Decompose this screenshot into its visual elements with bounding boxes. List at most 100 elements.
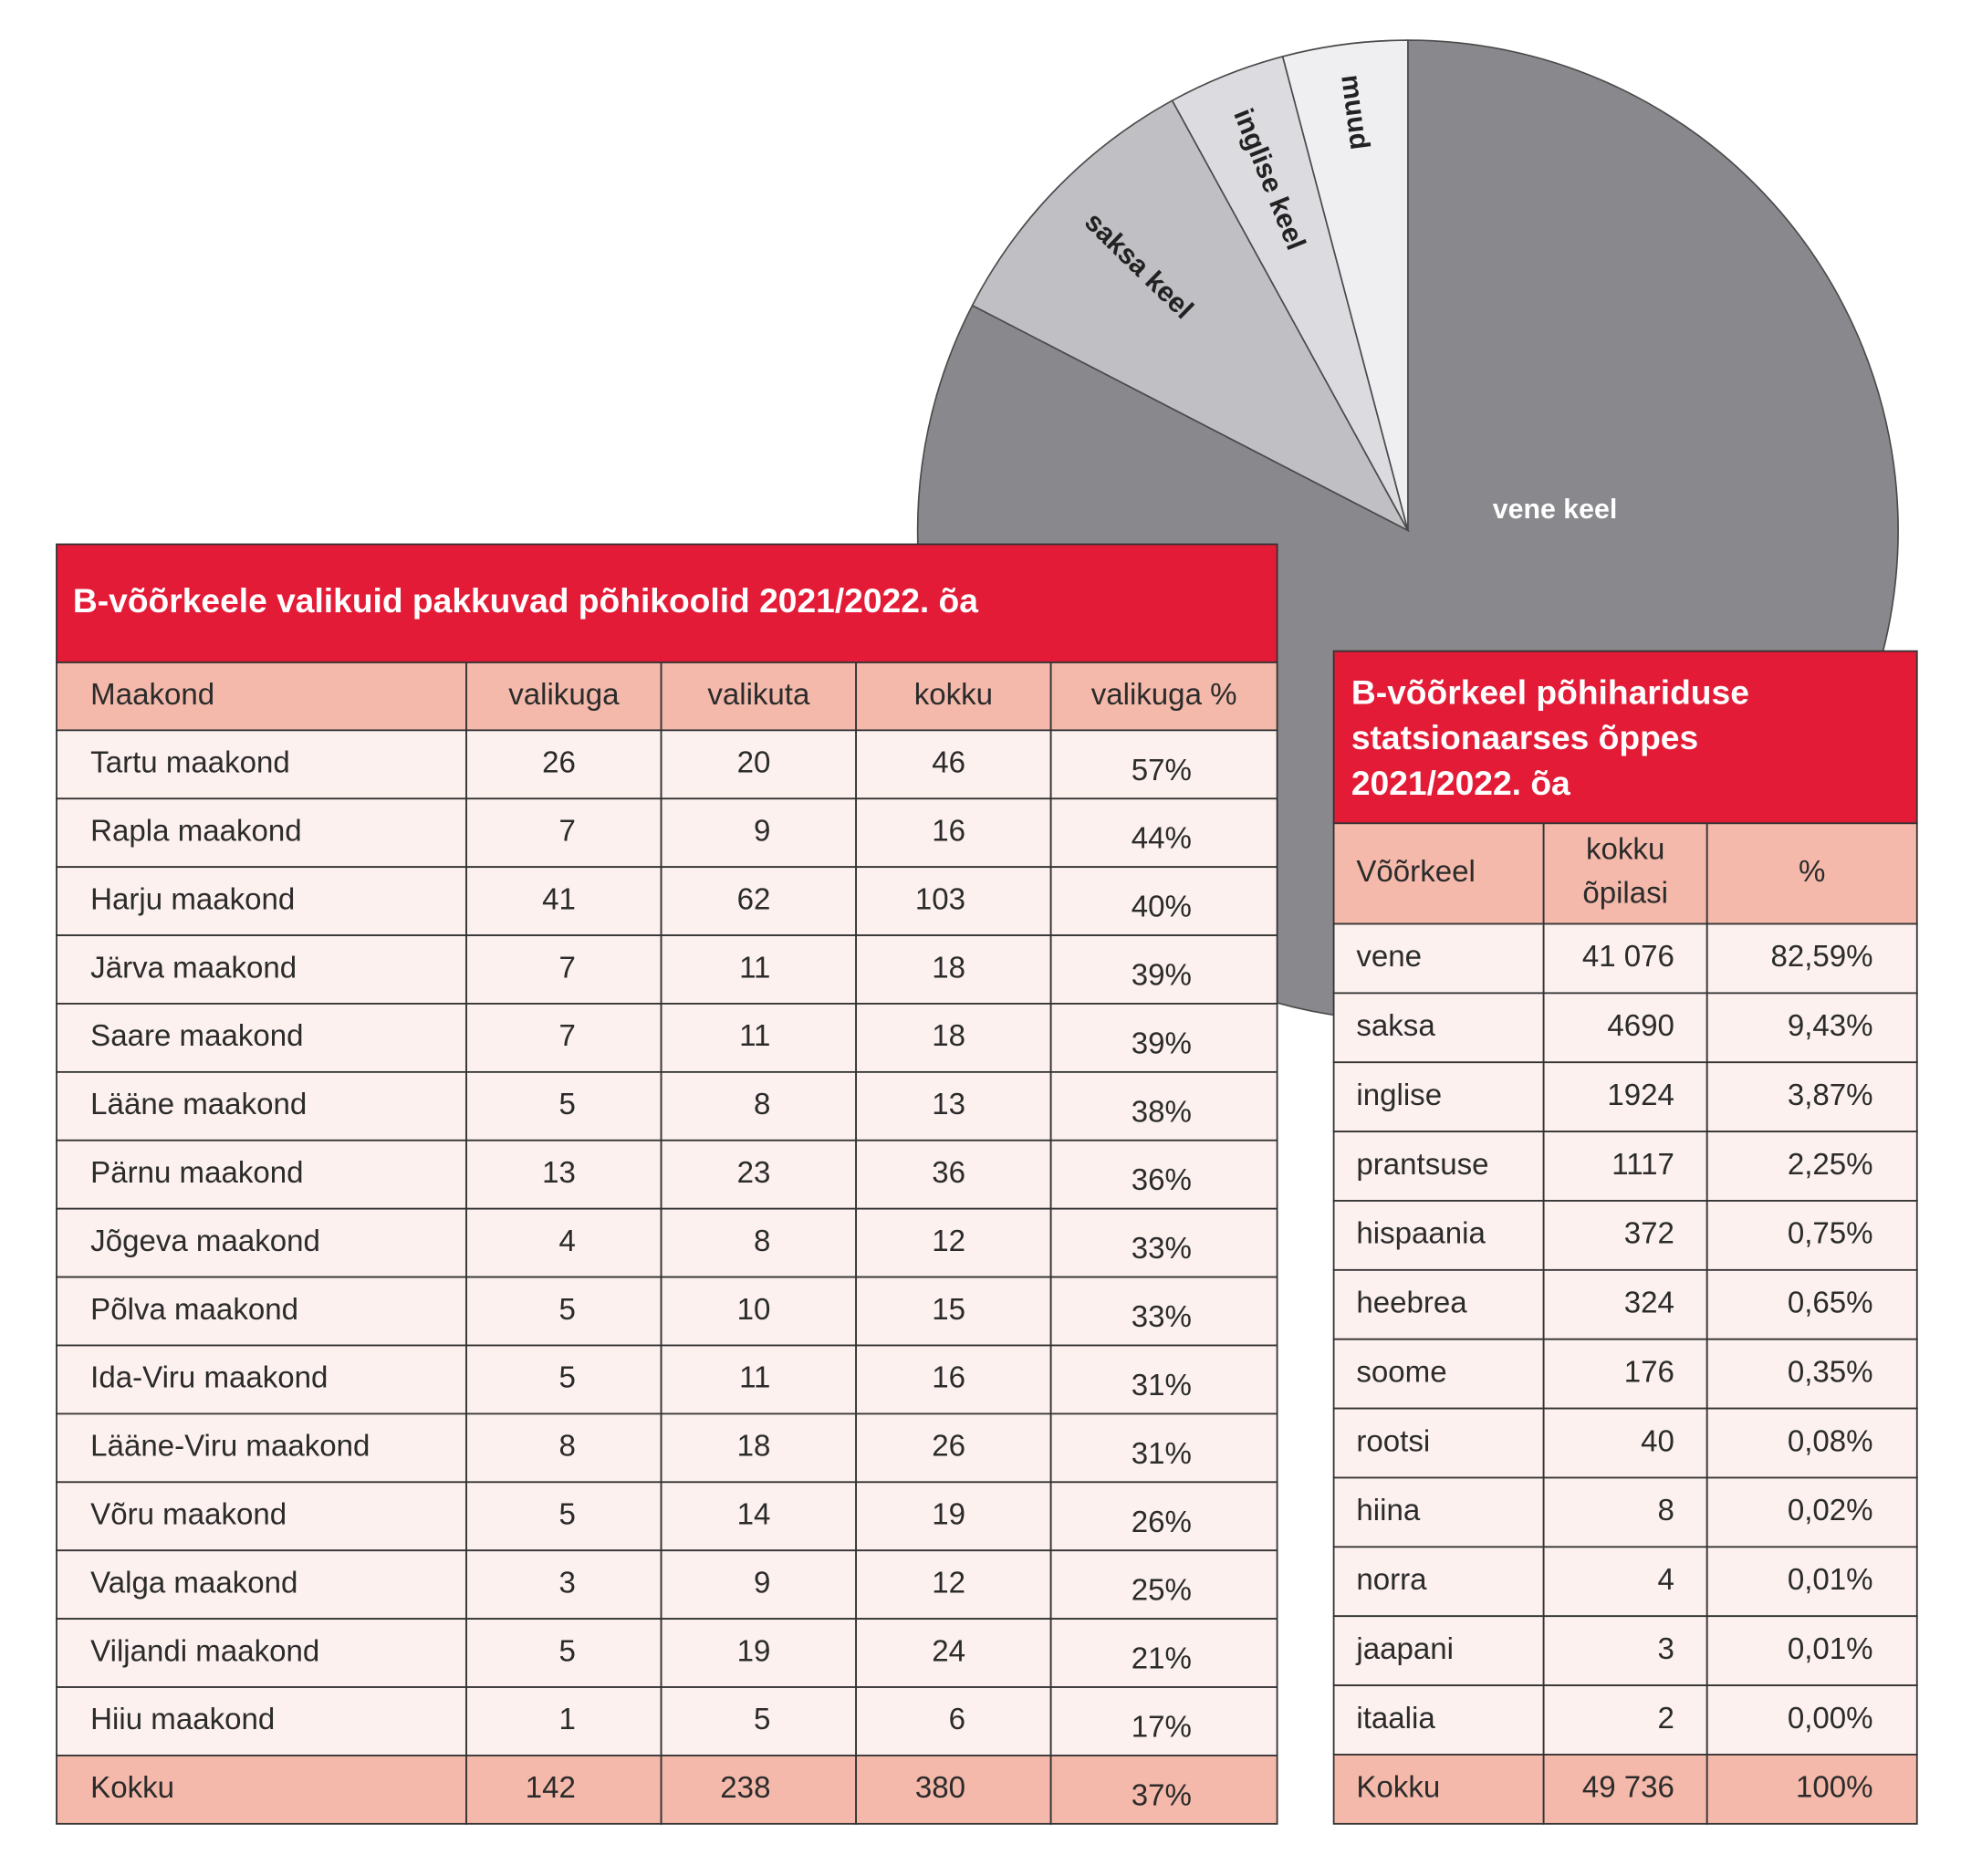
cell-text: 41: [542, 882, 576, 916]
cell-text: 9: [754, 1566, 770, 1600]
table-cell: [855, 662, 1052, 732]
cell-text: 9,43%: [1788, 1009, 1873, 1043]
cell-text: 26: [932, 1430, 965, 1464]
cell-text: 36: [932, 1156, 965, 1190]
table-cell: [1049, 934, 1278, 1005]
table-cell: [1332, 1061, 1545, 1133]
table-cell: [1705, 1754, 1918, 1825]
table-cell: [56, 1481, 467, 1552]
cell-text: 17%: [1132, 1710, 1192, 1744]
table-cell: [1332, 1684, 1545, 1756]
cell-text: 0,08%: [1788, 1424, 1873, 1458]
cell-text: norra: [1356, 1563, 1427, 1597]
table-cell: [1332, 922, 1545, 995]
table-cell: [1542, 922, 1708, 995]
cell-text: 0,01%: [1788, 1563, 1873, 1597]
cell-text: Kokku: [90, 1771, 174, 1805]
table-title: 2021/2022. õa: [1351, 764, 1570, 802]
cell-text: 7: [559, 1019, 576, 1053]
table-cell: [1705, 822, 1918, 925]
pie-slice: [1281, 39, 1409, 531]
table-cell: [1049, 1070, 1278, 1141]
table-cell: [56, 934, 467, 1005]
table-cell: [855, 1344, 1052, 1415]
cell-text: 12: [932, 1225, 965, 1258]
cell-text: 39%: [1132, 1027, 1192, 1060]
header-text: valikuta: [707, 678, 810, 712]
cell-text: 4: [1658, 1563, 1674, 1597]
cell-text: 15: [932, 1293, 965, 1327]
cell-text: 25%: [1132, 1574, 1192, 1608]
table-cell: [1705, 1407, 1918, 1479]
table-cell: [1542, 992, 1708, 1064]
table-cell: [56, 1686, 467, 1756]
table-cell: [1542, 1338, 1708, 1410]
table-cell: [1542, 1200, 1708, 1271]
cell-text: 31%: [1132, 1437, 1192, 1471]
cell-text: 24: [932, 1634, 965, 1668]
pie-slice: [971, 99, 1410, 533]
cell-text: Lääne maakond: [90, 1088, 307, 1121]
table-cell: [660, 1003, 858, 1073]
cell-text: 20: [737, 746, 771, 780]
table-cell: [56, 1070, 467, 1141]
table-cell: [1049, 1755, 1278, 1825]
cell-text: 2,25%: [1788, 1148, 1873, 1182]
cell-text: rootsi: [1356, 1424, 1430, 1458]
table-cell: [855, 1207, 1052, 1278]
cell-text: Pärnu maakond: [90, 1156, 303, 1190]
cell-text: hispaania: [1356, 1217, 1486, 1251]
cell-text: Harju maakond: [90, 882, 295, 916]
table-cell: [1049, 866, 1278, 936]
cell-text: 26: [542, 746, 576, 780]
cell-text: 11: [739, 1019, 770, 1053]
cell-text: 13: [932, 1088, 965, 1121]
table-cell: [1542, 1546, 1708, 1618]
cell-text: 19: [932, 1497, 965, 1531]
table-cell: [1705, 1200, 1918, 1271]
table-cell: [1332, 1268, 1545, 1340]
table-cell: [465, 1003, 662, 1073]
cell-text: Võru maakond: [90, 1497, 287, 1531]
table-cell: [660, 1686, 858, 1756]
cell-text: 18: [737, 1430, 771, 1464]
table-title-bar: [1332, 650, 1918, 825]
cell-text: 7: [559, 951, 576, 985]
table-cell: [465, 1755, 662, 1825]
cell-text: saksa: [1356, 1009, 1435, 1043]
table-cell: [1542, 1268, 1708, 1340]
table-cell: [1705, 992, 1918, 1064]
table-cell: [660, 1549, 858, 1621]
table-cell: [1705, 1546, 1918, 1618]
header-text: valikuga: [508, 678, 620, 712]
cell-text: 36%: [1132, 1163, 1192, 1197]
cell-text: 5: [559, 1293, 576, 1327]
table-cell: [1542, 1131, 1708, 1202]
table-cell: [660, 866, 858, 936]
table-cell: [56, 1755, 467, 1825]
table-cell: [1049, 1686, 1278, 1756]
table-cell: [855, 1003, 1052, 1073]
table-cell: [660, 1755, 858, 1825]
table-cell: [56, 1549, 467, 1621]
table-title: B-võõrkeel põhihariduse: [1351, 673, 1749, 712]
table-cell: [855, 1481, 1052, 1552]
cell-text: 6: [949, 1703, 965, 1736]
table-cell: [465, 1276, 662, 1347]
cell-text: inglise: [1356, 1079, 1442, 1112]
table-cell: [1049, 1481, 1278, 1552]
cell-text: 11: [739, 1361, 770, 1395]
header-text: kokku: [914, 678, 993, 712]
table-cell: [1542, 1684, 1708, 1756]
slice-label: vene keel: [1493, 495, 1617, 525]
table-cell: [465, 1207, 662, 1278]
cell-text: 19: [737, 1634, 771, 1668]
table-cell: [1705, 922, 1918, 995]
cell-text: 5: [559, 1088, 576, 1121]
table-cell: [855, 866, 1052, 936]
cell-text: 4: [559, 1225, 576, 1258]
table-cell: [1705, 1684, 1918, 1756]
cell-text: 1117: [1612, 1148, 1674, 1182]
cell-text: 7: [559, 814, 576, 848]
cell-text: 40%: [1132, 891, 1192, 924]
